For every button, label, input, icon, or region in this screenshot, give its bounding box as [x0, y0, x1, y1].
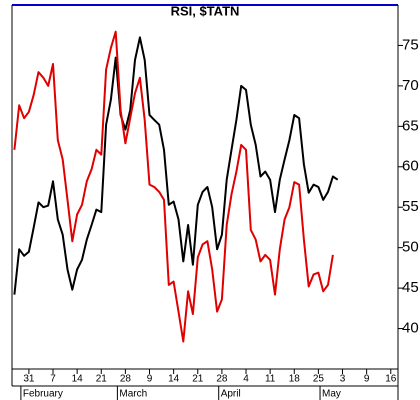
y-tick-label: 60: [402, 158, 419, 175]
x-tick-label: 21: [96, 374, 108, 385]
x-tick-label: 18: [289, 374, 301, 385]
y-tick-label: 65: [402, 117, 419, 134]
x-tick-label: 28: [120, 374, 132, 385]
x-tick-label: 28: [216, 374, 228, 385]
series-line: [13, 30, 334, 343]
x-tick-label: 25: [313, 374, 325, 385]
x-tick-label: 9: [147, 374, 153, 385]
month-label: February: [23, 389, 63, 400]
y-tick-label: 75: [402, 36, 419, 53]
chart-title: RSI, $TATN: [171, 3, 240, 18]
x-tick-label: 14: [72, 374, 84, 385]
x-tick-label: 14: [168, 374, 180, 385]
y-tick-label: 45: [402, 279, 419, 296]
x-tick-label: 9: [364, 374, 370, 385]
x-tick-label: 7: [50, 374, 56, 385]
x-tick-label: 21: [192, 374, 204, 385]
x-tick-label: 11: [265, 374, 276, 385]
x-tick-label: 3: [340, 374, 346, 385]
y-tick-label: 50: [402, 239, 419, 256]
y-tick-label: 55: [402, 198, 419, 215]
y-tick-label: 40: [402, 320, 419, 337]
series-line: [13, 36, 339, 295]
x-tick-label: 4: [243, 374, 249, 385]
x-tick-label: 31: [23, 374, 35, 385]
x-tick-label: 16: [385, 374, 397, 385]
month-label: March: [119, 389, 147, 400]
y-tick-label: 70: [402, 77, 419, 94]
month-label: April: [221, 389, 241, 400]
month-label: May: [322, 389, 341, 400]
